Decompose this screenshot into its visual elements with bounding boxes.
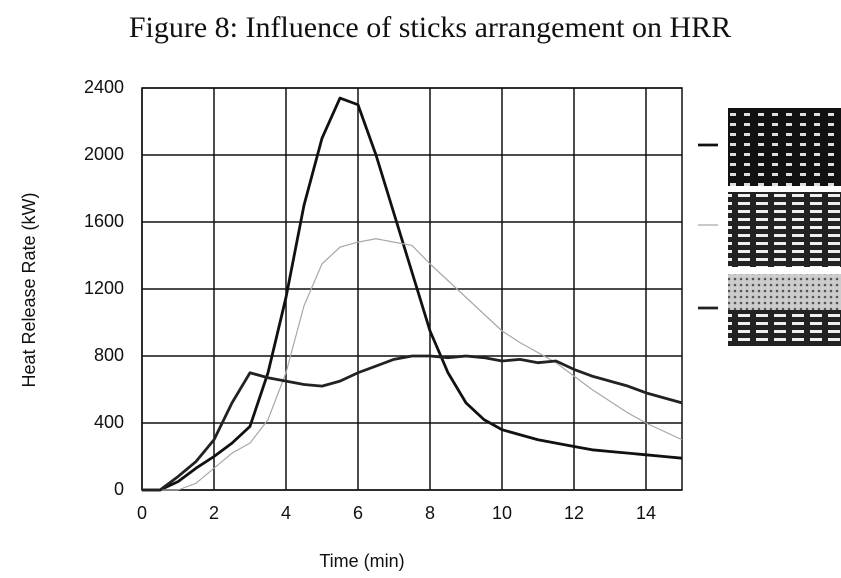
x-tick-label: 10: [492, 503, 512, 523]
legend-icon: [728, 108, 841, 186]
data-line: [142, 98, 682, 490]
x-tick-label: 6: [353, 503, 363, 523]
chart: Figure 8: Influence of sticks arrangemen…: [0, 0, 841, 578]
legend-icon: [728, 192, 841, 267]
legend-icon: [728, 310, 841, 346]
x-tick-label: 2: [209, 503, 219, 523]
y-tick-label: 1200: [84, 278, 124, 298]
legend-icon: [728, 274, 841, 310]
x-tick-label: 4: [281, 503, 291, 523]
chart-title: Figure 8: Influence of sticks arrangemen…: [129, 11, 731, 44]
legend: [728, 108, 841, 346]
x-tick-label: 14: [636, 503, 656, 523]
x-tick-label: 0: [137, 503, 147, 523]
y-tick-label: 800: [94, 345, 124, 365]
y-tick-label: 0: [114, 479, 124, 499]
y-tick-label: 2400: [84, 77, 124, 97]
y-tick-label: 1600: [84, 211, 124, 231]
x-tick-label: 8: [425, 503, 435, 523]
y-axis-label: Heat Release Rate (kW): [19, 192, 39, 387]
y-tick-label: 400: [94, 412, 124, 432]
x-tick-label: 12: [564, 503, 584, 523]
x-axis-label: Time (min): [319, 551, 404, 571]
y-tick-label: 2000: [84, 144, 124, 164]
